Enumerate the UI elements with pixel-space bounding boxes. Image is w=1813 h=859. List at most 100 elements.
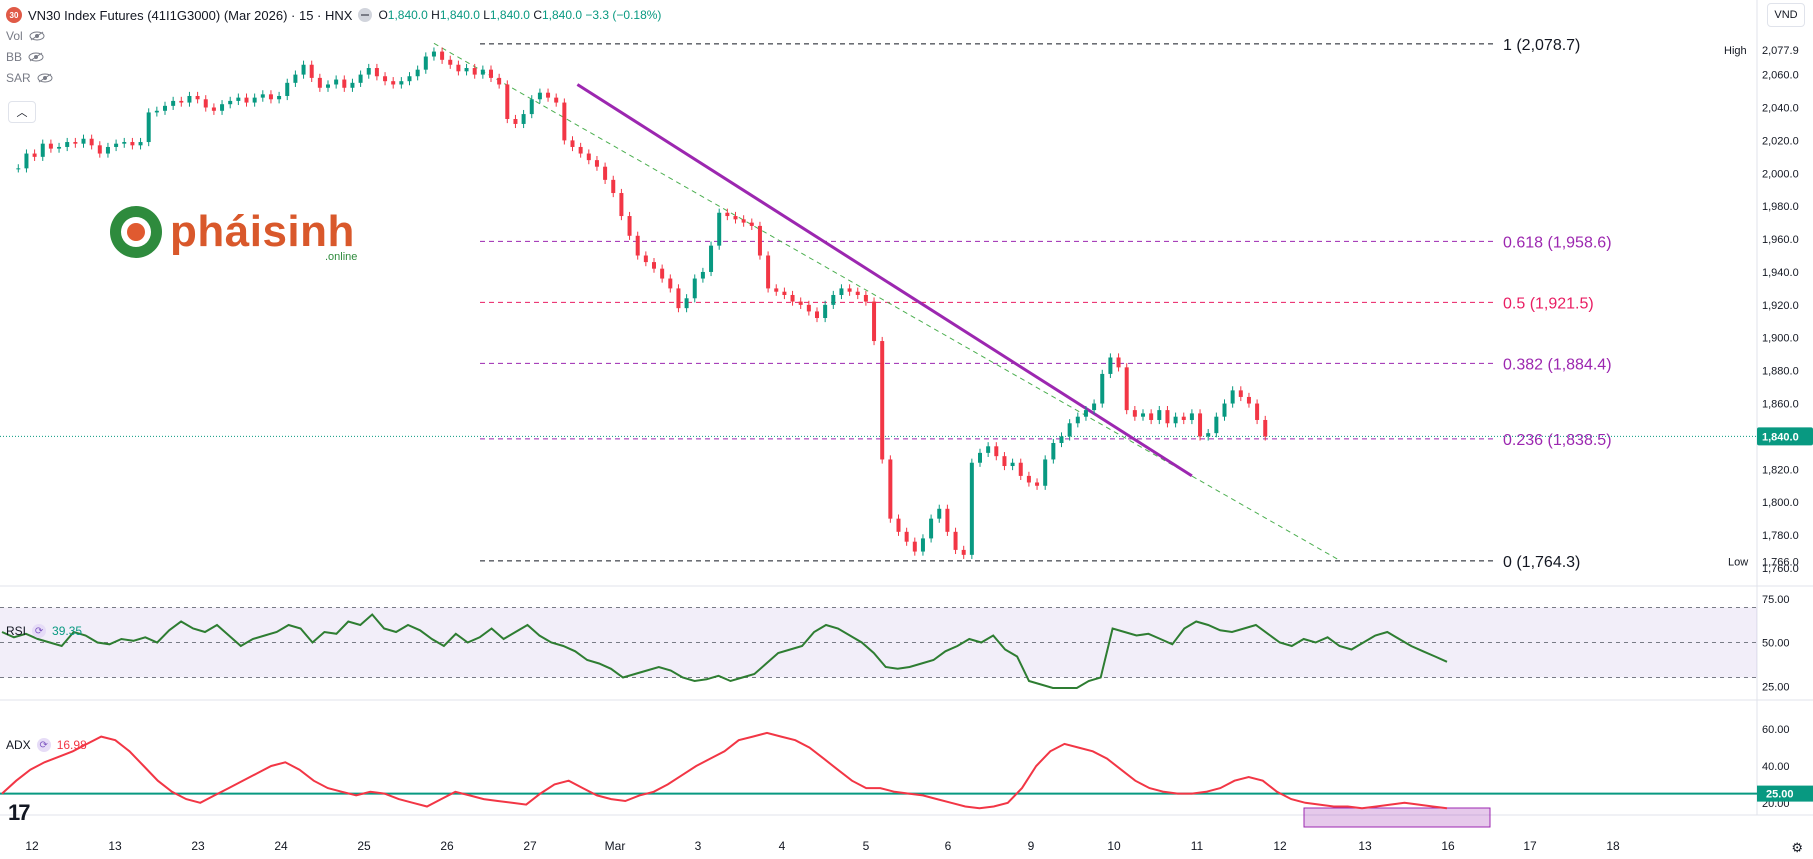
candle-body xyxy=(1116,357,1121,368)
price-axis-label: 1,980.0 xyxy=(1762,201,1799,213)
candle-body xyxy=(880,341,885,460)
candle-body xyxy=(904,531,909,542)
candle-body xyxy=(660,268,665,279)
candle-body xyxy=(1198,413,1203,437)
candle-body xyxy=(260,94,265,98)
candle-body xyxy=(65,142,70,147)
candle-body xyxy=(334,79,339,85)
candle-body xyxy=(863,294,868,302)
candle-body xyxy=(138,142,143,146)
candle-body xyxy=(1043,459,1048,486)
candle-body xyxy=(1141,413,1145,417)
candle-body xyxy=(774,288,779,292)
candle-body xyxy=(187,95,192,103)
candle-body xyxy=(228,100,233,105)
adx-legend[interactable]: ADX ⟳ 16.98 xyxy=(6,738,87,752)
more-options-icon[interactable] xyxy=(358,8,373,22)
collapse-legend-button[interactable]: ︿ xyxy=(8,101,36,123)
candle-body xyxy=(1075,416,1080,424)
gear-icon[interactable]: ⚙ xyxy=(1791,840,1803,855)
candle-body xyxy=(668,278,673,289)
candle-body xyxy=(211,107,216,111)
candle-body xyxy=(97,145,102,154)
adx-threshold-tag xyxy=(1757,785,1813,802)
candle-body xyxy=(619,193,624,217)
time-axis-label: 10 xyxy=(1107,839,1121,853)
candle-body xyxy=(179,100,184,103)
indicator-vol[interactable]: Vol xyxy=(6,29,45,43)
time-axis-label: 13 xyxy=(1358,839,1372,853)
candle-body xyxy=(1222,403,1227,417)
time-axis-label: 25 xyxy=(357,839,371,853)
candle-body xyxy=(1067,423,1072,437)
candle-body xyxy=(268,94,273,100)
time-axis-label: 13 xyxy=(108,839,122,853)
candle-body xyxy=(1206,433,1211,437)
adx-label: ADX xyxy=(6,738,31,752)
candle-body xyxy=(888,459,893,519)
candle-body xyxy=(986,446,991,453)
candle-body xyxy=(1230,390,1235,404)
candle-body xyxy=(1238,390,1243,397)
candle-body xyxy=(521,114,526,124)
candle-body xyxy=(1157,410,1162,420)
candle-body xyxy=(448,59,453,65)
candle-body xyxy=(831,294,836,305)
candle-body xyxy=(423,56,428,70)
candle-body xyxy=(415,69,420,77)
low-value: 1,766.0 xyxy=(1762,556,1799,568)
price-axis-label: 1,900.0 xyxy=(1762,333,1799,345)
candle-body xyxy=(1181,416,1186,420)
time-axis-label: 12 xyxy=(25,839,39,853)
tradingview-logo-icon[interactable]: 17 xyxy=(8,800,31,825)
indicator-bb[interactable]: BB xyxy=(6,50,44,64)
refresh-icon[interactable]: ⟳ xyxy=(36,738,51,752)
price-axis-label: 1,860.0 xyxy=(1762,399,1799,411)
high-value: 2,077.9 xyxy=(1762,45,1799,57)
chevron-up-icon: ︿ xyxy=(16,107,28,119)
close-value: 1,840.0 xyxy=(541,8,583,22)
candle-body xyxy=(342,79,347,88)
candle-body xyxy=(766,255,771,289)
candle-body xyxy=(497,77,502,85)
candle-body xyxy=(440,51,445,60)
low-value: 1,840.0 xyxy=(489,8,530,22)
candle-body xyxy=(1173,416,1178,424)
candle-body xyxy=(57,146,62,149)
trend-line xyxy=(576,83,1193,478)
candle-body xyxy=(48,143,53,149)
fib-level-label: 0.382 (1,884.4) xyxy=(1503,356,1612,373)
refresh-icon[interactable]: ⟳ xyxy=(32,624,47,638)
candle-body xyxy=(806,304,811,312)
eye-hidden-icon[interactable] xyxy=(37,73,53,83)
candle-body xyxy=(1051,443,1056,460)
candle-body xyxy=(611,179,616,194)
candle-body xyxy=(594,160,599,167)
rsi-legend[interactable]: RSI ⟳ 39.35 xyxy=(6,624,82,638)
candle-body xyxy=(40,143,45,157)
candle-body xyxy=(627,216,632,236)
time-axis-label: 24 xyxy=(274,839,288,853)
eye-hidden-icon[interactable] xyxy=(28,52,44,62)
candle-body xyxy=(676,288,681,309)
eye-hidden-icon[interactable] xyxy=(29,31,45,41)
candle-body xyxy=(1026,475,1031,483)
candle-body xyxy=(163,105,167,111)
candle-body xyxy=(562,102,567,141)
indicator-sar[interactable]: SAR xyxy=(6,71,53,85)
candle-body xyxy=(733,216,738,220)
logo-text: pháisinh xyxy=(170,207,355,256)
candle-body xyxy=(220,104,225,111)
time-axis-label: 16 xyxy=(1441,839,1455,853)
candle-body xyxy=(570,140,575,147)
candle-body xyxy=(782,291,787,295)
candle-body xyxy=(709,245,714,272)
candle-body xyxy=(692,278,697,299)
candle-body xyxy=(1018,462,1023,476)
currency-selector[interactable]: VND xyxy=(1767,3,1805,27)
candle-body xyxy=(953,531,958,550)
adx-value: 16.98 xyxy=(56,738,87,752)
symbol-title[interactable]: VN30 Index Futures (41I1G3000) (Mar 2026… xyxy=(28,7,353,23)
chart-legend-header[interactable]: 30 VN30 Index Futures (41I1G3000) (Mar 2… xyxy=(6,6,661,24)
